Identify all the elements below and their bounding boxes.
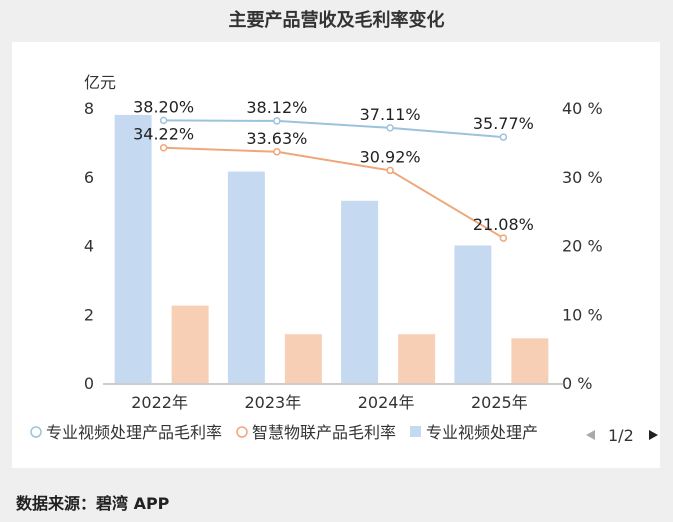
legend-label: 专业视频处理产 <box>426 423 538 442</box>
y-right-tick-label: 30 % <box>562 168 603 187</box>
line-point <box>273 148 281 156</box>
legend-marker <box>30 426 42 438</box>
chart-panel: 亿元 0 2 4 6 8 0 % 10 % 20 % 30 % 40 % 2022年 2023年 2024… <box>12 42 660 468</box>
x-tick-label: 2023年 <box>245 393 302 412</box>
line-point <box>159 143 168 152</box>
data-label: 38.12% <box>246 98 307 117</box>
line-point <box>499 234 508 242</box>
y-right-tick-label: 20 % <box>562 237 603 256</box>
legend-next-arrow-icon[interactable] <box>649 430 658 440</box>
bar-series-1 <box>341 200 379 383</box>
line-point <box>159 116 168 125</box>
legend-marker <box>410 426 421 437</box>
bar-series-2 <box>284 334 322 383</box>
y-left-axis-label: 亿元 <box>84 73 116 92</box>
x-tick-label: 2022年 <box>131 393 188 412</box>
x-tick-label: 2024年 <box>358 393 415 412</box>
y-left-tick-label: 0 <box>84 374 94 393</box>
data-label: 33.63% <box>246 129 307 148</box>
bar-series-2 <box>511 338 549 383</box>
bar-series-1 <box>114 114 152 383</box>
chart: 亿元 0 2 4 6 8 0 % 10 % 20 % 30 % 40 % 2022年 2023年 2024… <box>30 73 658 445</box>
legend-marker <box>236 426 248 438</box>
y-right-tick-label: 40 % <box>562 99 603 118</box>
legend-prev-arrow-icon[interactable] <box>586 430 595 440</box>
y-left-tick-label: 6 <box>84 168 94 187</box>
bar-series-2 <box>398 334 436 383</box>
y-left-tick-label: 2 <box>84 305 94 324</box>
y-left-tick-label: 8 <box>84 99 94 118</box>
legend-label: 专业视频处理产品毛利率 <box>46 423 222 442</box>
data-source: 数据来源：碧湾 APP <box>16 494 170 513</box>
y-left-tick-label: 4 <box>84 237 94 256</box>
line-series-2 <box>163 146 504 239</box>
line-point <box>273 117 281 125</box>
y-right-tick-label: 10 % <box>562 305 603 324</box>
legend-label: 智慧物联产品毛利率 <box>252 423 396 442</box>
line-series-1 <box>163 119 504 139</box>
data-label: 34.22% <box>133 125 194 144</box>
data-label: 37.11% <box>360 105 421 124</box>
legend-page-indicator: 1/2 <box>608 426 634 445</box>
bar-series-1 <box>227 171 265 383</box>
x-tick-label: 2025年 <box>471 393 528 412</box>
data-label: 38.20% <box>133 97 194 116</box>
data-label: 35.77% <box>473 114 534 133</box>
chart-title: 主要产品营收及毛利率变化 <box>228 10 445 31</box>
line-point <box>386 124 394 132</box>
data-label: 21.08% <box>473 215 534 234</box>
line-point <box>499 133 508 141</box>
bar-series-2 <box>171 305 209 383</box>
data-label: 30.92% <box>360 147 421 166</box>
line-point <box>386 166 394 175</box>
bar-series-1 <box>454 245 492 383</box>
y-right-tick-label: 0 % <box>562 374 592 393</box>
